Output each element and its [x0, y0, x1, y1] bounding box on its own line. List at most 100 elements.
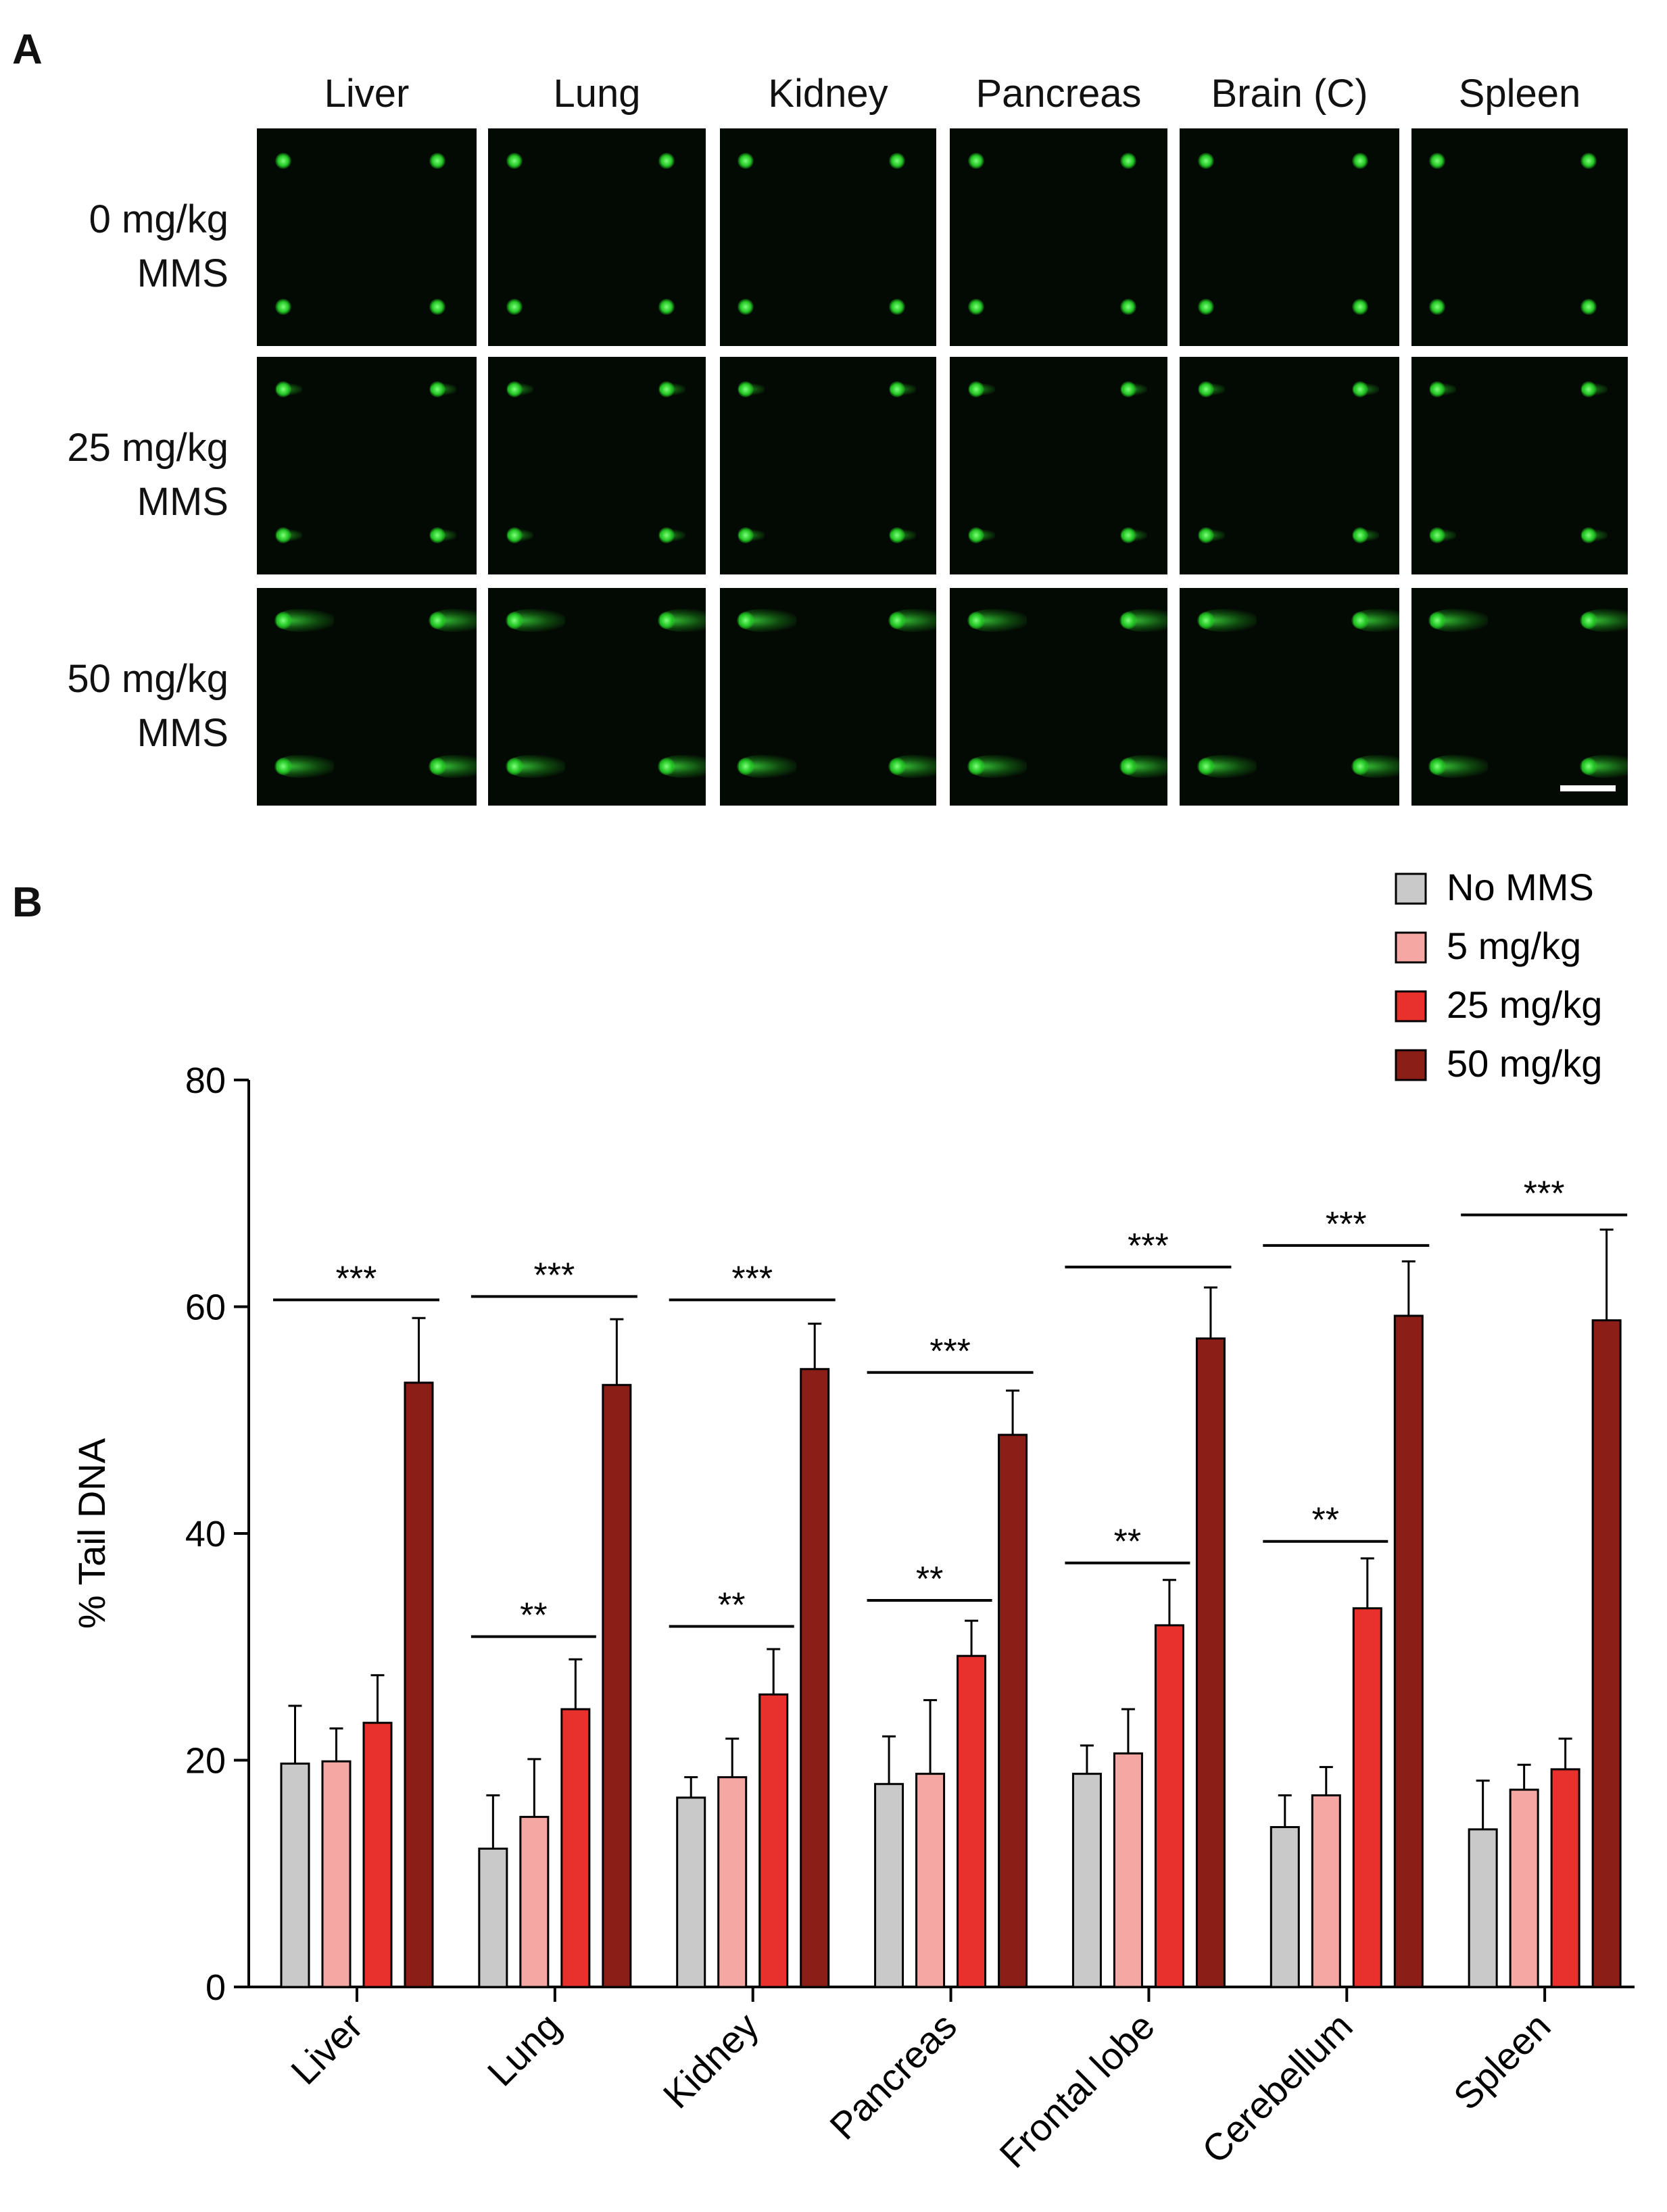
row-label-dose-1: 25 mg/kg MMS — [5, 421, 228, 529]
row-label-agent: MMS — [137, 251, 228, 295]
significance-label: ** — [916, 1560, 943, 1599]
bar — [874, 1783, 904, 1988]
column-label-brain-c: Brain (C) — [1211, 72, 1368, 116]
column-label-pancreas: Pancreas — [975, 72, 1142, 116]
comet-micrograph — [720, 357, 936, 574]
comet-head — [1580, 758, 1598, 776]
comet-micrograph — [950, 588, 1167, 806]
y-tick-label: 0 — [206, 1967, 226, 2008]
comet-head — [428, 612, 446, 630]
comet-head — [429, 299, 445, 316]
comet-micrograph — [257, 128, 477, 346]
legend-label: No MMS — [1447, 866, 1594, 908]
significance-label: ** — [1312, 1501, 1339, 1540]
bar — [321, 1760, 352, 1988]
significance-label: *** — [929, 1332, 971, 1371]
bar — [1113, 1752, 1143, 1988]
comet-head — [658, 612, 676, 630]
comet-micrograph — [1180, 128, 1399, 346]
bar — [1509, 1788, 1539, 1988]
comet-head — [1429, 527, 1446, 544]
comet-head — [658, 381, 675, 398]
comet-head — [889, 153, 906, 170]
x-tick-label: Pancreas — [821, 2005, 965, 2148]
comet-head — [1351, 299, 1368, 316]
row-label-agent: MMS — [137, 480, 228, 524]
comet-head — [1351, 381, 1368, 398]
comet-head — [658, 527, 675, 544]
bar — [676, 1796, 706, 1988]
comet-micrograph — [950, 128, 1167, 346]
bar — [1591, 1319, 1622, 1988]
legend-swatch — [1395, 931, 1427, 964]
comet-head — [505, 612, 523, 630]
legend-swatch — [1395, 1049, 1427, 1081]
bar — [1393, 1314, 1424, 1988]
bar — [717, 1776, 748, 1988]
comet-head — [658, 153, 675, 170]
comet-head — [967, 153, 984, 170]
significance-label: *** — [1128, 1227, 1169, 1266]
comet-head — [429, 527, 445, 544]
bar — [998, 1433, 1028, 1988]
comet-head — [1197, 758, 1215, 776]
comet-head — [738, 299, 754, 316]
comet-head — [506, 299, 523, 316]
bar — [758, 1693, 789, 1988]
comet-head — [1198, 299, 1214, 316]
comet-head — [1580, 612, 1598, 630]
bar — [1154, 1624, 1184, 1988]
significance-label: *** — [731, 1259, 773, 1298]
comet-head — [888, 612, 907, 630]
x-tick-label: Cerebellum — [1194, 2005, 1361, 2171]
comet-head — [967, 758, 985, 776]
x-tick-label: Spleen — [1445, 2005, 1559, 2118]
legend-label: 50 mg/kg — [1447, 1042, 1602, 1085]
comet-head — [658, 758, 676, 776]
comet-head — [1198, 527, 1214, 544]
bar — [602, 1383, 632, 1988]
comet-head — [1119, 612, 1138, 630]
column-label-liver: Liver — [324, 72, 410, 116]
comet-micrograph — [488, 357, 706, 574]
y-tick-label: 40 — [185, 1514, 226, 1554]
comet-head — [889, 381, 906, 398]
comet-head — [274, 758, 292, 776]
comet-head — [888, 758, 907, 776]
scale-bar — [1560, 785, 1616, 791]
comet-head — [1120, 299, 1137, 316]
comet-micrograph — [1411, 357, 1628, 574]
row-label-dose: 50 mg/kg — [67, 657, 228, 701]
comet-head — [429, 153, 445, 170]
y-tick-label: 80 — [185, 1060, 226, 1101]
comet-micrograph — [1180, 588, 1399, 806]
comet-head — [738, 527, 754, 544]
comet-head — [1351, 612, 1369, 630]
x-tick-label: Kidney — [655, 2005, 767, 2117]
comet-head — [1119, 758, 1138, 776]
comet-micrograph — [720, 588, 936, 806]
panel-b-letter: B — [12, 879, 43, 926]
comet-head — [1351, 153, 1368, 170]
comet-micrograph — [488, 588, 706, 806]
significance-label: *** — [336, 1259, 377, 1298]
comet-micrograph — [257, 357, 477, 574]
bar — [800, 1368, 830, 1988]
comet-head — [967, 381, 984, 398]
column-label-spleen: Spleen — [1458, 72, 1581, 116]
comet-head — [1580, 527, 1597, 544]
comet-head — [889, 299, 906, 316]
bar — [1195, 1337, 1226, 1988]
comet-head — [1198, 153, 1214, 170]
comet-head — [737, 612, 755, 630]
legend-label: 5 mg/kg — [1447, 925, 1581, 967]
bar — [1270, 1825, 1300, 1988]
y-tick-label: 60 — [185, 1287, 226, 1328]
comet-micrograph — [950, 357, 1167, 574]
bar — [1071, 1773, 1102, 1988]
comet-head — [1429, 381, 1446, 398]
row-label-agent: MMS — [137, 711, 228, 755]
significance-label: *** — [533, 1256, 575, 1295]
comet-head — [429, 381, 445, 398]
comet-head — [1428, 758, 1447, 776]
